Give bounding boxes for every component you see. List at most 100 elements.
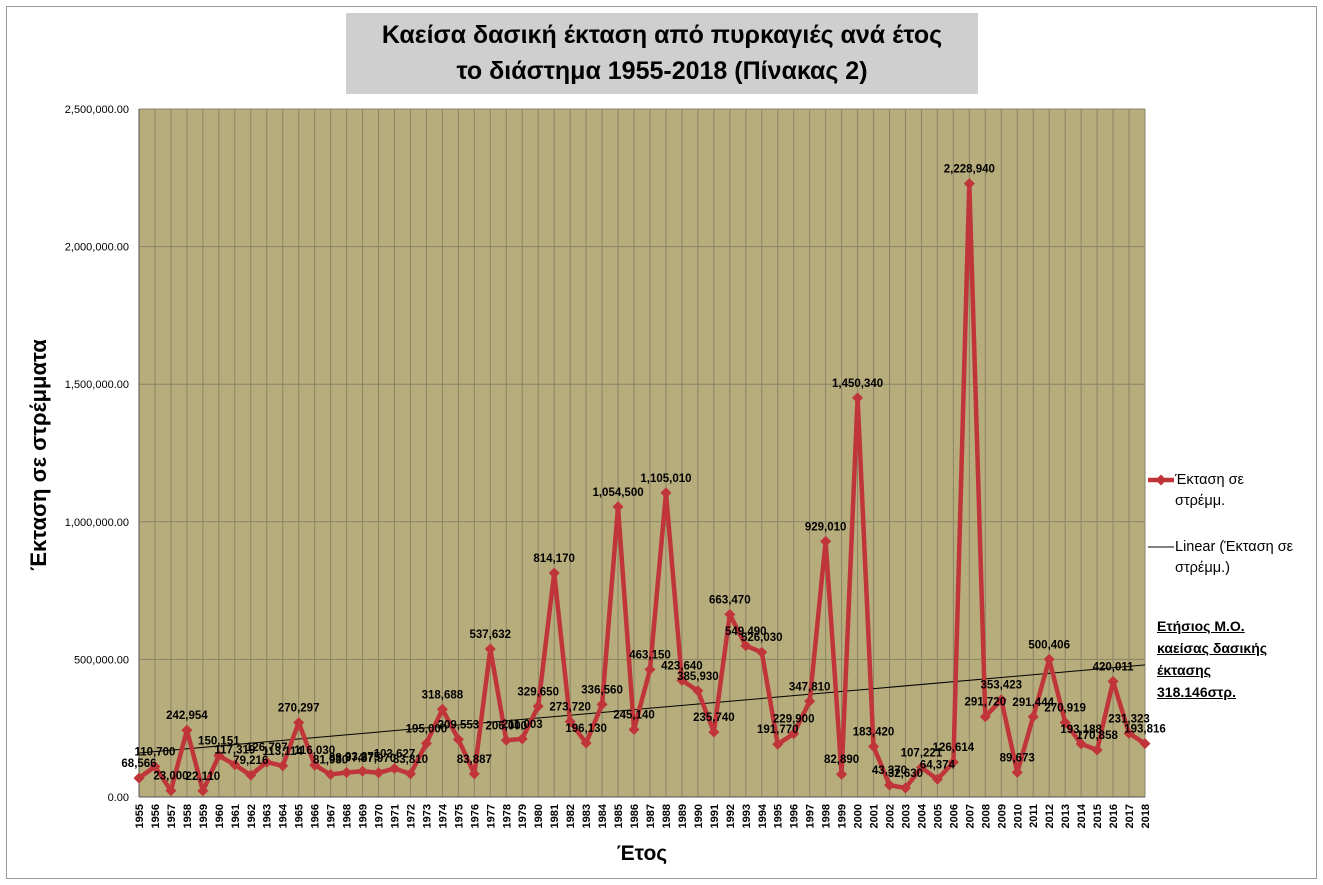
data-point [788,728,800,740]
data-label: 242,954 [166,710,208,722]
data-point [1075,738,1087,750]
y-axis-label: Έκταση σε στρέμματα [26,339,51,571]
data-label: 183,420 [853,727,895,739]
data-point [452,733,464,745]
data-label: 117,319 [214,745,255,757]
x-tick-label: 2007 [964,804,976,828]
x-tick-label: 2011 [1028,804,1040,828]
data-point [213,750,225,762]
data-point [804,695,816,707]
y-tick-label: 2,000,000.00 [65,242,129,254]
average-annotation: Ετήσιος Μ.Ο. καείσας δασικής έκτασης 318… [1157,618,1268,700]
x-tick-label: 1958 [182,804,194,828]
x-tick-label: 1978 [501,804,513,828]
data-point [915,761,927,773]
data-label: 68,566 [121,758,156,770]
data-point [309,759,321,771]
data-point [229,759,241,771]
y-tick-label: 1,000,000.00 [65,517,129,529]
data-label: 22,110 [186,771,221,783]
data-label: 549,490 [725,626,767,638]
data-point [1011,766,1023,778]
data-label: 270,919 [1044,702,1086,714]
data-point [899,782,911,794]
legend-series-label: Έκταση σε στρέμμ. [1175,470,1244,512]
data-label: 291,720 [965,697,1007,709]
data-label: 110,700 [134,747,175,759]
x-tick-label: 2003 [900,804,912,828]
data-point [277,760,289,772]
x-tick-label: 2012 [1044,804,1056,828]
data-point [852,392,864,404]
x-tick-label: 1986 [629,804,641,828]
x-tick-label: 1982 [565,804,577,828]
data-label: 353,423 [980,680,1022,692]
data-label: 206,000 [485,720,527,732]
data-point [644,664,656,676]
x-tick-label: 2000 [853,804,865,828]
data-label: 196,130 [565,723,607,735]
data-point [261,756,273,768]
x-tick-label: 1993 [741,804,753,828]
data-point [325,768,337,780]
data-point [931,773,943,785]
x-tick-label: 2010 [1012,804,1024,828]
legend-trend-label: Linear (Έκταση σε στρέμμ.) [1175,537,1293,579]
data-label: 170,858 [1076,730,1118,742]
x-tick-label: 2005 [932,804,944,828]
x-tick-label: 2001 [869,804,881,828]
data-label: 107,221 [901,747,943,759]
data-label: 663,470 [709,594,751,606]
data-label: 1,105,010 [640,473,691,485]
data-point [1059,716,1071,728]
legend-series-marker [1155,474,1167,486]
x-tick-label: 1970 [374,804,386,828]
data-label: 1,450,340 [832,378,883,390]
data-point [836,768,848,780]
data-point [468,768,480,780]
data-point [820,535,832,547]
data-label: 193,816 [1124,724,1166,736]
x-tick-label: 1976 [469,804,481,828]
data-point [133,772,145,784]
x-tick-label: 1973 [421,804,433,828]
data-label: 347,810 [789,681,831,693]
x-tick-label: 1996 [789,804,801,828]
data-point [548,567,560,579]
chart-title: Καείσα δασική έκταση από πυρκαγιές ανά έ… [346,13,978,94]
data-label: 89,673 [1000,752,1035,764]
x-tick-label: 1991 [709,804,721,828]
data-point [1091,744,1103,756]
x-tick-label: 1961 [230,804,242,828]
x-tick-label: 1960 [214,804,226,828]
data-point [676,674,688,686]
data-label: 270,297 [278,703,320,715]
series-line [137,181,1147,794]
data-label: 463,150 [629,650,671,662]
data-point [404,768,416,780]
x-tick-label: 2004 [916,803,928,828]
data-point [708,726,720,738]
data-label: 88,974 [329,753,365,765]
x-tick-label: 1985 [613,804,625,828]
data-point [1123,727,1135,739]
data-point [995,694,1007,706]
data-point [341,767,353,779]
x-tick-label: 2002 [885,804,897,828]
data-label: 385,930 [677,671,719,683]
data-label: 195,000 [406,723,448,735]
x-tick-label: 1955 [134,804,146,828]
data-label: 116,030 [294,745,335,757]
x-tick-label: 1980 [533,804,545,828]
x-tick-label: 1995 [773,804,785,828]
x-tick-label: 1965 [294,804,306,828]
data-label: 126,797 [246,742,288,754]
x-tick-label: 2006 [948,804,960,828]
data-point [1027,711,1039,723]
x-tick-label: 1998 [821,804,833,828]
data-point [740,640,752,652]
data-label: 211,003 [502,719,543,731]
data-label: 87,970 [361,753,396,765]
x-tick-label: 2013 [1060,804,1072,828]
data-point [596,698,608,710]
